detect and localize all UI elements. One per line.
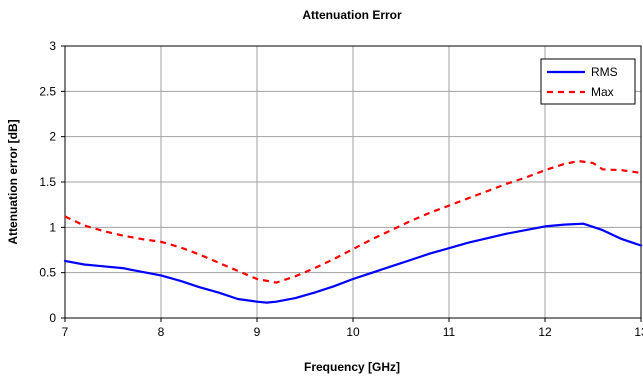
x-axis-label: Frequency [GHz] xyxy=(304,360,400,374)
series-line-max xyxy=(64,160,642,284)
y-tick-label: 3 xyxy=(49,39,56,53)
x-tick-label: 13 xyxy=(634,325,643,339)
y-tick-label: 2.5 xyxy=(39,84,56,98)
x-tick-label: 11 xyxy=(443,325,456,339)
y-tick-label: 1.5 xyxy=(39,175,56,189)
legend-label-max: Max xyxy=(591,85,614,99)
axis-ticks: 7 8 9 10 11 12 13 0 0.5 1 1.5 2 2.5 3 xyxy=(39,39,643,339)
series-line-rms xyxy=(63,222,643,304)
x-tick-label: 7 xyxy=(62,325,69,339)
x-tick-label: 9 xyxy=(254,325,261,339)
y-tick-label: 0.5 xyxy=(39,266,56,280)
x-tick-label: 10 xyxy=(346,325,360,339)
legend: RMS Max xyxy=(540,58,636,105)
chart-title: Attenuation Error xyxy=(302,8,402,22)
y-tick-label: 0 xyxy=(49,311,56,325)
x-tick-label: 12 xyxy=(538,325,552,339)
y-tick-label: 2 xyxy=(49,130,56,144)
legend-label-rms: RMS xyxy=(591,65,618,79)
x-tick-label: 8 xyxy=(158,325,165,339)
y-axis-label: Attenuation error [dB] xyxy=(6,119,20,244)
series-group xyxy=(63,160,643,304)
legend-box xyxy=(540,58,636,105)
y-tick-label: 1 xyxy=(49,220,56,234)
